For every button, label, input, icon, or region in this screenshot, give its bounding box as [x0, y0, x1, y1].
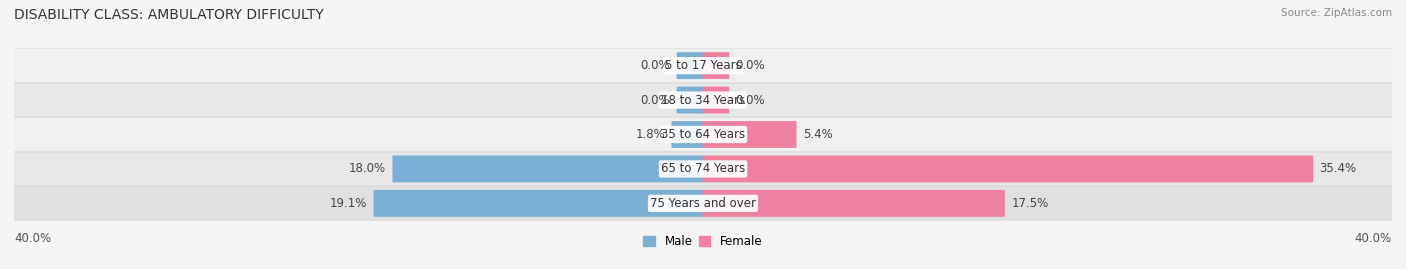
Text: 18 to 34 Years: 18 to 34 Years [661, 94, 745, 107]
Text: 5.4%: 5.4% [803, 128, 832, 141]
FancyBboxPatch shape [14, 186, 1392, 220]
FancyBboxPatch shape [703, 52, 730, 79]
FancyBboxPatch shape [374, 190, 703, 217]
FancyBboxPatch shape [14, 152, 1392, 186]
FancyBboxPatch shape [672, 121, 703, 148]
Text: 0.0%: 0.0% [735, 59, 765, 72]
Text: 19.1%: 19.1% [330, 197, 367, 210]
FancyBboxPatch shape [703, 121, 797, 148]
Text: 1.8%: 1.8% [636, 128, 665, 141]
Text: Source: ZipAtlas.com: Source: ZipAtlas.com [1281, 8, 1392, 18]
FancyBboxPatch shape [14, 118, 1392, 151]
Text: 0.0%: 0.0% [641, 59, 671, 72]
FancyBboxPatch shape [14, 49, 1392, 83]
Text: 18.0%: 18.0% [349, 162, 387, 175]
FancyBboxPatch shape [676, 87, 703, 114]
Text: 40.0%: 40.0% [14, 232, 51, 245]
Text: 35.4%: 35.4% [1320, 162, 1357, 175]
Text: 35 to 64 Years: 35 to 64 Years [661, 128, 745, 141]
FancyBboxPatch shape [14, 83, 1392, 117]
Text: 0.0%: 0.0% [641, 94, 671, 107]
FancyBboxPatch shape [703, 87, 730, 114]
FancyBboxPatch shape [703, 190, 1005, 217]
FancyBboxPatch shape [703, 155, 1313, 182]
Text: 5 to 17 Years: 5 to 17 Years [665, 59, 741, 72]
Text: 65 to 74 Years: 65 to 74 Years [661, 162, 745, 175]
Text: DISABILITY CLASS: AMBULATORY DIFFICULTY: DISABILITY CLASS: AMBULATORY DIFFICULTY [14, 8, 323, 22]
Text: 75 Years and over: 75 Years and over [650, 197, 756, 210]
FancyBboxPatch shape [392, 155, 703, 182]
Text: 0.0%: 0.0% [735, 94, 765, 107]
Text: 17.5%: 17.5% [1011, 197, 1049, 210]
Text: 40.0%: 40.0% [1355, 232, 1392, 245]
Legend: Male, Female: Male, Female [638, 230, 768, 253]
FancyBboxPatch shape [676, 52, 703, 79]
